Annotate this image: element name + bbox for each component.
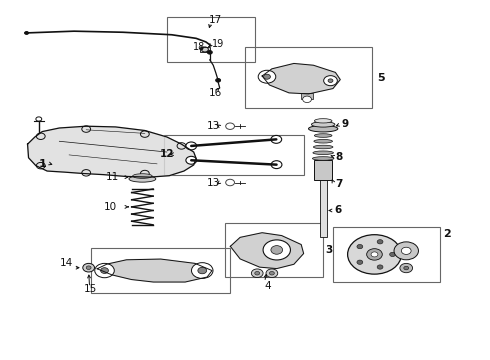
Circle shape xyxy=(264,74,270,79)
Text: 14: 14 xyxy=(59,258,73,268)
Text: 16: 16 xyxy=(208,88,221,98)
Polygon shape xyxy=(262,63,340,94)
Text: 8: 8 xyxy=(335,152,342,162)
Bar xyxy=(315,160,332,180)
Text: 5: 5 xyxy=(377,73,385,83)
Ellipse shape xyxy=(315,119,332,123)
Bar xyxy=(164,135,304,175)
Circle shape xyxy=(400,264,413,273)
Text: 1: 1 xyxy=(38,159,46,169)
Circle shape xyxy=(270,271,274,275)
Ellipse shape xyxy=(315,134,332,137)
Bar xyxy=(200,47,210,51)
Circle shape xyxy=(377,265,383,269)
Circle shape xyxy=(357,260,363,264)
Ellipse shape xyxy=(313,151,333,154)
Circle shape xyxy=(271,161,282,168)
Ellipse shape xyxy=(313,157,334,160)
Circle shape xyxy=(371,252,378,257)
Circle shape xyxy=(186,156,196,164)
Ellipse shape xyxy=(309,126,338,132)
Circle shape xyxy=(86,266,91,270)
Circle shape xyxy=(266,269,278,278)
Text: 9: 9 xyxy=(341,120,348,129)
Circle shape xyxy=(390,252,395,257)
Text: 18: 18 xyxy=(193,42,205,52)
Circle shape xyxy=(404,266,409,270)
Circle shape xyxy=(324,76,337,86)
Ellipse shape xyxy=(314,145,333,149)
Ellipse shape xyxy=(312,122,335,127)
Text: 10: 10 xyxy=(104,202,118,212)
Bar xyxy=(225,223,323,277)
Circle shape xyxy=(394,242,418,260)
Bar xyxy=(167,17,255,62)
Circle shape xyxy=(347,235,401,274)
Text: 7: 7 xyxy=(335,179,343,189)
Text: 3: 3 xyxy=(326,245,333,255)
Ellipse shape xyxy=(314,139,332,143)
Circle shape xyxy=(255,271,260,275)
Text: 4: 4 xyxy=(265,281,271,291)
Circle shape xyxy=(328,79,333,82)
Circle shape xyxy=(271,246,283,254)
Circle shape xyxy=(271,135,282,143)
Circle shape xyxy=(207,50,212,54)
Text: 6: 6 xyxy=(334,206,341,216)
Circle shape xyxy=(357,244,363,249)
Bar xyxy=(245,47,372,108)
Circle shape xyxy=(367,249,382,260)
Circle shape xyxy=(377,240,383,244)
Ellipse shape xyxy=(129,176,156,182)
Text: 11: 11 xyxy=(106,172,119,182)
Text: 2: 2 xyxy=(443,229,451,239)
Text: 13: 13 xyxy=(207,121,220,131)
Circle shape xyxy=(263,240,291,260)
Text: 13: 13 xyxy=(207,177,220,188)
Circle shape xyxy=(95,264,114,278)
Text: 15: 15 xyxy=(84,284,97,294)
Text: 17: 17 xyxy=(208,15,221,25)
Bar xyxy=(91,248,230,293)
Circle shape xyxy=(258,70,276,83)
Text: 12: 12 xyxy=(159,149,174,159)
Bar xyxy=(320,167,327,237)
Circle shape xyxy=(401,247,411,255)
Polygon shape xyxy=(27,126,196,177)
Circle shape xyxy=(198,267,207,274)
Circle shape xyxy=(186,142,196,150)
Circle shape xyxy=(192,263,213,278)
Circle shape xyxy=(83,264,95,272)
Circle shape xyxy=(303,96,312,103)
Text: 19: 19 xyxy=(212,39,224,49)
Bar xyxy=(333,226,441,282)
Circle shape xyxy=(251,269,263,278)
Polygon shape xyxy=(97,259,212,282)
Ellipse shape xyxy=(133,174,152,179)
Circle shape xyxy=(100,268,108,273)
Circle shape xyxy=(24,32,28,35)
Bar xyxy=(301,93,314,99)
Polygon shape xyxy=(230,233,304,269)
Circle shape xyxy=(216,78,220,82)
